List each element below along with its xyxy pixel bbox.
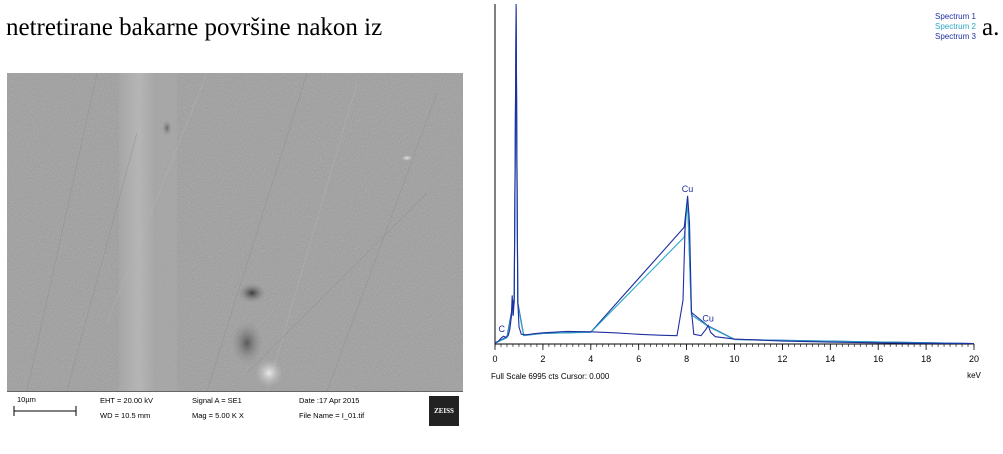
- eht-value: EHT = 20.00 kV: [100, 396, 154, 405]
- sem-surface-image: [7, 73, 463, 391]
- caption-end-text: a.: [982, 14, 1000, 41]
- x-tick-label: 14: [825, 354, 835, 364]
- sem-info-bar: 10µm EHT = 20.00 kV WD = 10.5 mm Signal …: [7, 391, 463, 428]
- wd-value: WD = 10.5 mm: [100, 411, 151, 420]
- legend-entry: Spectrum 3: [935, 32, 976, 41]
- caption-text: netretirane bakarne površine nakon iz: [6, 14, 383, 41]
- file-name-value: File Name = I_01.tif: [299, 411, 365, 420]
- legend-entry: Spectrum 2: [935, 22, 976, 31]
- eds-plot: 0 2 4 6 8 10 12 14 16 18 20 keV Full Scale 6995 cts …: [491, 0, 982, 381]
- x-tick-label: 18: [921, 354, 931, 364]
- x-tick-label: 12: [777, 354, 787, 364]
- peak-label: Cu: [682, 184, 694, 194]
- series-line: [494, 23, 975, 345]
- x-tick-label: 6: [636, 354, 641, 364]
- sem-micrograph: 10µm EHT = 20.00 kV WD = 10.5 mm Signal …: [7, 73, 463, 428]
- legend-entry: Spectrum 1: [935, 12, 976, 21]
- x-tick-label: 0: [492, 354, 497, 364]
- scale-bar: [13, 406, 77, 416]
- peak-label: Cu: [512, 0, 524, 2]
- x-tick-label: 20: [969, 354, 979, 364]
- x-tick-label: 16: [873, 354, 883, 364]
- mag-value: Mag = 5.00 K X: [192, 411, 244, 420]
- x-tick-label: 2: [540, 354, 545, 364]
- series-line: [494, 8, 975, 345]
- eds-spectrum-chart: 0 2 4 6 8 10 12 14 16 18 20 keV Full Scale 6995 cts …: [490, 0, 1003, 449]
- scale-label: 10µm: [17, 395, 36, 404]
- x-tick-label: 10: [729, 354, 739, 364]
- x-tick-label: 8: [684, 354, 689, 364]
- date-value: Date :17 Apr 2015: [299, 396, 360, 405]
- peak-label: Cu: [702, 314, 714, 324]
- peak-label: C: [498, 324, 505, 334]
- signal-value: Signal A = SE1: [192, 396, 242, 405]
- x-tick-label: 4: [588, 354, 593, 364]
- chart-legend: Spectrum 1 Spectrum 2 Spectrum 3: [935, 12, 976, 42]
- chart-footer: Full Scale 6995 cts Cursor: 0.000: [491, 372, 610, 381]
- zeiss-logo: ZEISS: [429, 396, 459, 426]
- x-axis-label: keV: [967, 371, 981, 380]
- series-line: [494, 3, 975, 345]
